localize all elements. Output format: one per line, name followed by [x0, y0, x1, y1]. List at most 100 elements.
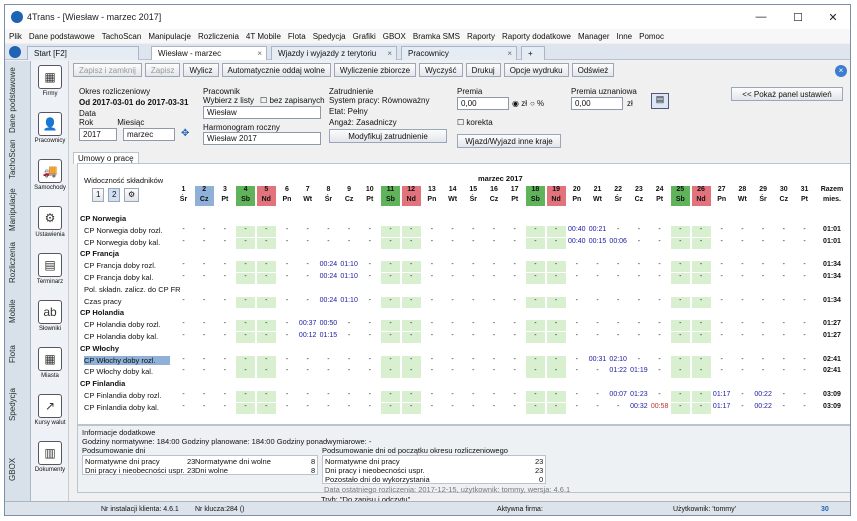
table-cell[interactable]: - [381, 355, 400, 367]
table-cell[interactable]: - [256, 261, 276, 273]
table-cell[interactable]: - [430, 391, 434, 398]
row-label[interactable]: CP Finlandia doby kal. [84, 402, 159, 412]
modify-employment-button[interactable]: Modyfikuj zatrudnienie [329, 129, 447, 143]
table-cell[interactable]: - [691, 391, 711, 402]
sidebar-item[interactable]: Dane podstawowe [8, 67, 17, 133]
table-cell[interactable]: - [525, 320, 545, 332]
table-cell[interactable]: - [691, 237, 711, 249]
table-cell[interactable]: - [575, 367, 578, 375]
table-cell[interactable]: - [451, 332, 454, 339]
table-cell[interactable]: - [236, 367, 256, 379]
table-cell[interactable]: - [658, 367, 661, 375]
new-tab-button[interactable]: + [521, 46, 545, 60]
table-cell[interactable]: - [492, 367, 496, 375]
table-cell[interactable]: - [236, 391, 256, 402]
row-label[interactable]: CP Francja doby rozl. [84, 261, 156, 271]
table-cell[interactable]: - [381, 320, 400, 332]
level-1-button[interactable]: 1 [92, 188, 105, 202]
table-cell[interactable]: - [546, 367, 566, 379]
table-cell[interactable]: - [670, 402, 690, 414]
table-cell[interactable]: - [803, 402, 806, 410]
table-cell[interactable]: - [368, 391, 371, 398]
table-cell[interactable]: - [223, 237, 227, 245]
table-cell[interactable]: - [741, 332, 744, 339]
table-cell[interactable]: - [761, 273, 765, 280]
table-cell[interactable]: - [741, 225, 744, 233]
table-cell[interactable]: - [306, 367, 309, 375]
table-cell[interactable]: - [347, 225, 351, 233]
table-cell[interactable]: - [223, 296, 227, 304]
table-cell[interactable]: 00:24 [319, 273, 338, 280]
table-cell[interactable]: - [401, 225, 421, 237]
save-close-button[interactable]: Zapisz i zamknij [73, 63, 142, 77]
table-cell[interactable]: - [182, 332, 185, 339]
table-cell[interactable]: - [513, 391, 516, 398]
table-cell[interactable]: - [596, 273, 599, 280]
table-cell[interactable]: - [306, 355, 309, 363]
table-cell[interactable]: - [492, 296, 496, 304]
table-cell[interactable]: - [223, 391, 227, 398]
no-entries-checkbox[interactable]: ☐ bez zapisanych [260, 96, 325, 105]
table-cell[interactable]: - [368, 225, 371, 233]
table-cell[interactable]: - [430, 332, 434, 339]
table-cell[interactable]: - [637, 332, 641, 339]
table-cell[interactable]: - [691, 261, 711, 273]
table-cell[interactable]: 00:32 [630, 402, 648, 410]
table-cell[interactable]: - [513, 237, 516, 245]
table-cell[interactable]: - [430, 261, 434, 269]
table-cell[interactable]: - [658, 332, 661, 339]
table-cell[interactable]: 01:22 [609, 367, 627, 375]
table-cell[interactable]: - [285, 391, 289, 398]
table-cell[interactable]: - [236, 332, 256, 343]
sidebar-item[interactable]: Manipulacje [8, 188, 17, 231]
tab-start[interactable]: Start [F2] [27, 46, 139, 60]
table-cell[interactable]: - [401, 332, 421, 343]
table-cell[interactable]: - [472, 367, 475, 375]
table-cell[interactable]: - [513, 225, 516, 233]
table-cell[interactable]: - [658, 273, 661, 280]
table-cell[interactable]: - [236, 225, 256, 237]
table-cell[interactable]: - [720, 296, 723, 304]
table-cell[interactable]: - [803, 391, 806, 398]
sidebar-item[interactable]: GBOX [8, 457, 17, 481]
table-cell[interactable]: - [782, 296, 785, 304]
table-cell[interactable]: - [401, 261, 421, 273]
table-cell[interactable]: - [347, 391, 351, 398]
table-cell[interactable]: - [658, 391, 661, 398]
table-cell[interactable]: - [430, 355, 434, 363]
table-cell[interactable]: - [492, 332, 496, 339]
table-cell[interactable]: - [761, 225, 765, 233]
table-cell[interactable]: - [492, 225, 496, 233]
menu-item[interactable]: Bramka SMS [412, 31, 460, 41]
menu-item[interactable]: Rozliczenia [198, 31, 239, 41]
table-cell[interactable]: - [691, 296, 711, 308]
table-cell[interactable]: - [223, 332, 227, 339]
table-cell[interactable]: - [596, 367, 599, 375]
print-button[interactable]: Drukuj [465, 63, 501, 77]
table-cell[interactable]: - [782, 273, 785, 280]
table-cell[interactable]: - [803, 367, 806, 375]
table-cell[interactable]: - [741, 355, 744, 363]
table-cell[interactable]: - [525, 367, 545, 379]
table-cell[interactable]: - [430, 273, 434, 280]
table-cell[interactable]: - [472, 261, 475, 269]
table-cell[interactable]: - [430, 237, 434, 245]
table-cell[interactable]: - [347, 237, 351, 245]
table-cell[interactable]: - [720, 355, 723, 363]
table-cell[interactable]: - [182, 355, 185, 363]
table-cell[interactable]: - [720, 320, 723, 328]
table-cell[interactable]: - [451, 320, 454, 328]
table-cell[interactable]: - [637, 273, 641, 280]
table-cell[interactable]: - [223, 367, 227, 375]
clean-button[interactable]: Wyczyść [419, 63, 463, 77]
tab-entries[interactable]: Wjazdy i wyjazdy z terytoriu × [271, 46, 397, 60]
table-cell[interactable]: 00:24 [319, 261, 338, 269]
table-cell[interactable]: - [546, 391, 566, 402]
table-cell[interactable]: - [782, 355, 785, 363]
table-cell[interactable]: - [430, 320, 434, 328]
table-cell[interactable]: - [782, 391, 785, 398]
table-cell[interactable]: - [381, 332, 400, 343]
table-cell[interactable]: - [236, 320, 256, 332]
table-cell[interactable]: - [575, 261, 578, 269]
table-cell[interactable]: - [761, 296, 765, 304]
